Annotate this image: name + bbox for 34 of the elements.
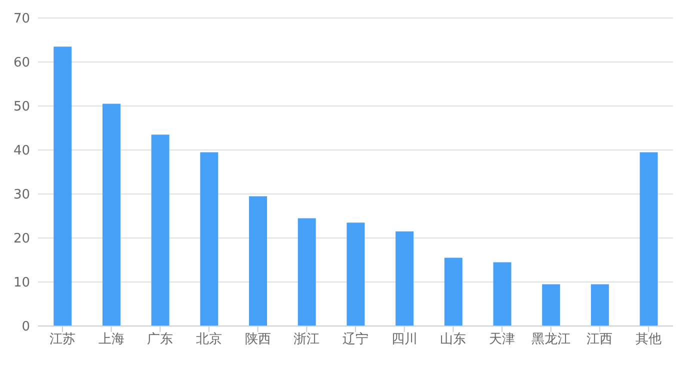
bar xyxy=(640,152,658,326)
x-tick-label: 广东 xyxy=(147,332,174,348)
x-tick-label: 天津 xyxy=(489,332,516,348)
bar xyxy=(542,284,560,326)
bar xyxy=(346,222,365,326)
bar xyxy=(54,46,72,326)
bar xyxy=(200,152,218,326)
y-tick-label: 70 xyxy=(13,12,30,27)
y-tick-label: 40 xyxy=(13,144,30,159)
x-tick-label: 辽宁 xyxy=(342,331,368,348)
bar xyxy=(249,196,268,326)
x-tick-label: 黑龙江 xyxy=(531,332,570,348)
x-tick-label: 四川 xyxy=(391,332,418,348)
bar xyxy=(590,284,609,326)
bar xyxy=(151,134,170,326)
x-tick-label: 江西 xyxy=(586,332,613,348)
bar xyxy=(396,231,414,326)
y-tick-label: 30 xyxy=(13,188,30,203)
y-tick-label: 0 xyxy=(22,320,30,335)
x-tick-label: 北京 xyxy=(196,332,222,348)
x-tick-label: 浙江 xyxy=(294,332,320,348)
bar xyxy=(102,104,120,326)
bar xyxy=(493,262,512,326)
x-tick-label: 江苏 xyxy=(49,332,76,348)
x-tick-label: 陕西 xyxy=(244,332,271,348)
x-tick-label: 山东 xyxy=(440,332,466,348)
bar xyxy=(298,218,316,326)
bar xyxy=(444,258,462,326)
x-tick-label: 其他 xyxy=(636,332,662,348)
y-tick-label: 20 xyxy=(13,232,30,247)
y-tick-label: 50 xyxy=(13,100,30,115)
y-tick-label: 60 xyxy=(13,56,30,71)
y-tick-label: 10 xyxy=(13,276,30,291)
x-tick-label: 上海 xyxy=(98,332,124,348)
